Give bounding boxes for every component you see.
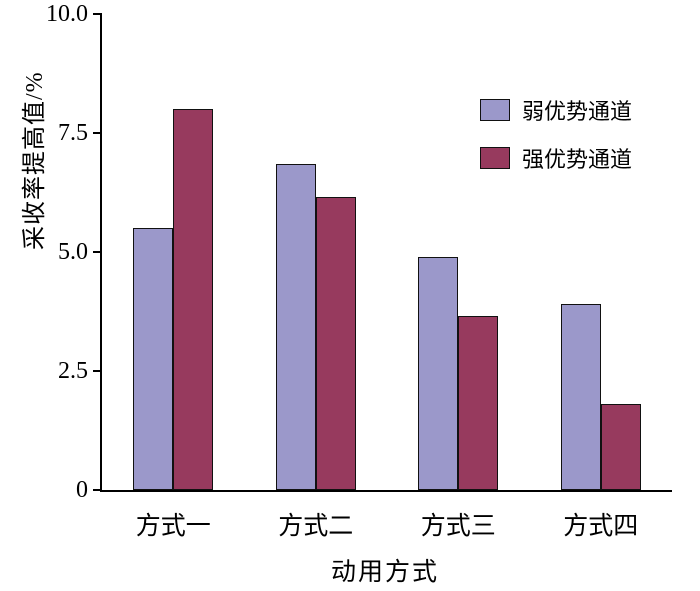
legend-item-strong: 强优势通道 [480, 142, 632, 174]
legend-swatch-weak [480, 99, 510, 121]
x-category-label: 方式二 [278, 513, 354, 540]
legend-label-weak: 弱优势通道 [522, 99, 633, 124]
bar-weak-group-1 [133, 228, 174, 490]
y-tick-label: 10.0 [46, 1, 88, 27]
plot-area: 弱优势通道 强优势通道 0 2.5 5.0 7.5 10.0 方式一 方式二 方式三 方式四 [46, 2, 672, 540]
legend-item-weak: 弱优势通道 [480, 94, 632, 126]
bar-weak-group-4 [560, 304, 601, 490]
y-tick-label: 2.5 [58, 358, 88, 384]
y-tick-mark [93, 251, 102, 253]
x-category-label: 方式三 [420, 513, 496, 540]
x-category-label: 方式一 [135, 513, 211, 540]
bar-strong-group-2 [315, 197, 356, 490]
y-axis-title: 采收率提高值/% [22, 71, 48, 250]
bar-weak-group-2 [275, 163, 316, 490]
y-tick-mark [93, 13, 102, 15]
y-tick-mark [93, 370, 102, 372]
legend: 弱优势通道 强优势通道 [480, 94, 632, 174]
y-tick-mark [93, 132, 102, 134]
bar-weak-group-3 [418, 256, 459, 490]
bar-strong-group-3 [458, 316, 499, 490]
y-tick-mark [93, 489, 102, 491]
y-tick-label: 0 [76, 477, 88, 503]
bar-strong-group-1 [173, 109, 214, 490]
y-tick-label: 5.0 [58, 239, 88, 265]
legend-label-strong: 强优势通道 [522, 147, 633, 172]
legend-swatch-strong [480, 147, 510, 169]
x-category-label: 方式四 [563, 513, 639, 540]
y-tick-label: 7.5 [58, 120, 88, 146]
x-axis-title: 动用方式 [330, 559, 439, 586]
bar-strong-group-4 [600, 404, 641, 490]
